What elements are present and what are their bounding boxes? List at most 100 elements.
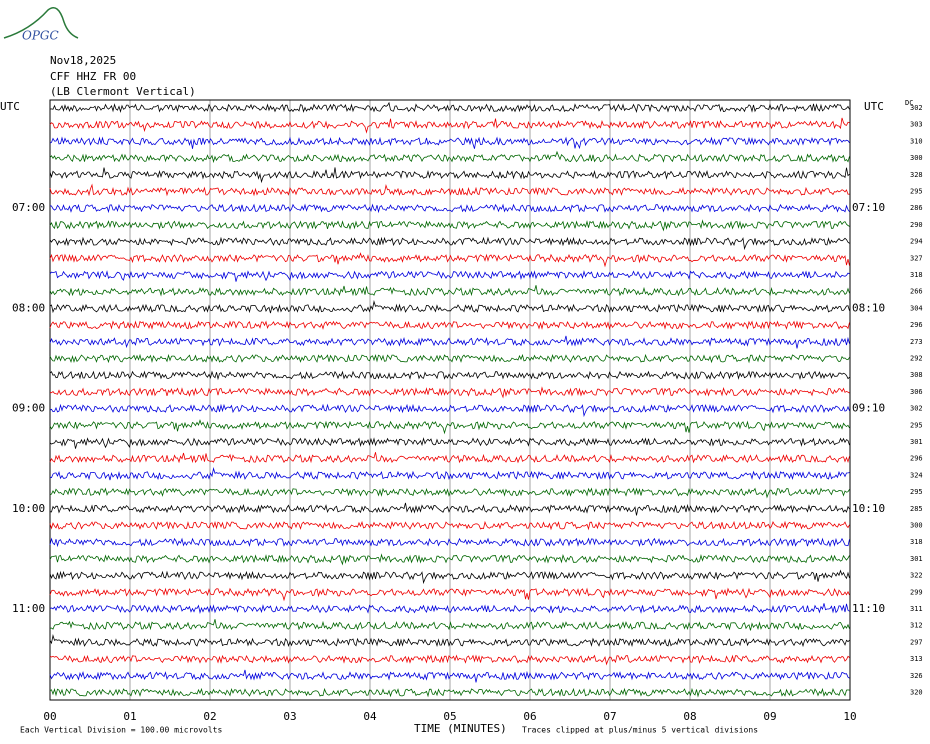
trace: [49, 403, 850, 418]
row-value: 313: [910, 655, 923, 663]
trace: [49, 520, 850, 531]
trace: [49, 252, 850, 268]
x-axis-title: TIME (MINUTES): [414, 722, 507, 735]
row-value: 301: [910, 438, 923, 446]
row-value: 294: [910, 238, 923, 246]
row-value: 312: [910, 622, 923, 630]
row-value: 296: [910, 321, 923, 329]
right-time-label: 08:10: [852, 301, 885, 314]
trace: [49, 634, 850, 648]
right-time-label: 10:10: [852, 502, 885, 515]
left-time-label: 09:00: [12, 402, 45, 415]
left-time-label: 08:00: [12, 301, 45, 314]
right-time-label: 07:10: [852, 201, 885, 214]
row-value: 273: [910, 338, 923, 346]
trace: [49, 167, 850, 184]
trace: [49, 353, 850, 364]
left-time-label: 07:00: [12, 201, 45, 214]
row-value: 326: [910, 672, 923, 680]
row-value: 303: [910, 121, 923, 129]
row-value: 296: [910, 455, 923, 463]
trace: [49, 487, 850, 499]
x-tick-label: 09: [763, 710, 776, 723]
logo-text: OPGC: [22, 29, 59, 43]
x-tick-label: 03: [283, 710, 296, 723]
x-tick-label: 10: [843, 710, 856, 723]
trace: [49, 537, 850, 548]
row-value: 308: [910, 371, 923, 379]
row-value: 320: [910, 689, 923, 697]
footer-clip: Traces clipped at plus/minus 5 vertical …: [522, 726, 758, 735]
header-date: Nov18,2025: [50, 54, 116, 67]
row-value: 311: [910, 605, 923, 613]
trace: [49, 203, 850, 214]
trace: [49, 587, 850, 602]
trace: [49, 320, 850, 330]
x-tick-label: 06: [523, 710, 536, 723]
trace: [49, 502, 850, 516]
row-value: 292: [910, 355, 923, 363]
row-value: 322: [910, 572, 923, 580]
x-tick-label: 01: [123, 710, 136, 723]
trace: [49, 117, 850, 134]
logo: OPGC: [3, 7, 79, 43]
trace: [49, 654, 850, 666]
trace: [49, 101, 850, 113]
trace: [49, 183, 850, 197]
row-value: 318: [910, 271, 923, 279]
trace: [49, 136, 850, 150]
x-tick-label: 08: [683, 710, 696, 723]
trace: [49, 300, 850, 314]
row-value: 304: [910, 304, 923, 312]
row-value: 286: [910, 204, 923, 212]
corner-label: DC: [905, 99, 913, 107]
trace: [50, 386, 850, 399]
row-value: 290: [910, 221, 923, 229]
right-time-label: 09:10: [852, 402, 885, 415]
x-tick-label: 07: [603, 710, 616, 723]
row-value: 266: [910, 288, 923, 296]
x-tick-label: 00: [43, 710, 56, 723]
trace: [49, 452, 850, 464]
trace: [49, 467, 850, 481]
row-value: 302: [910, 405, 923, 413]
footer-scale: Each Vertical Division = 100.00 microvol…: [20, 726, 222, 735]
row-value: 328: [910, 171, 923, 179]
row-value: 295: [910, 421, 923, 429]
left-time-label: 11:00: [12, 602, 45, 615]
trace: [49, 687, 850, 698]
trace: [49, 437, 850, 449]
trace: [49, 219, 850, 232]
trace: [49, 619, 850, 631]
row-value: 306: [910, 388, 923, 396]
trace: [49, 270, 850, 282]
row-value: 324: [910, 471, 923, 479]
trace: [49, 285, 850, 297]
row-value: 297: [910, 638, 923, 646]
trace: [49, 603, 850, 615]
x-tick-label: 02: [203, 710, 216, 723]
right-time-label: 11:10: [852, 602, 885, 615]
row-value: 327: [910, 254, 923, 262]
row-value: 310: [910, 137, 923, 145]
left-time-label: 10:00: [12, 502, 45, 515]
row-value: 295: [910, 188, 923, 196]
row-value: 299: [910, 588, 923, 596]
row-value: 301: [910, 555, 923, 563]
trace: [49, 569, 850, 585]
row-value: 318: [910, 538, 923, 546]
x-tick-label: 04: [363, 710, 377, 723]
trace: [49, 669, 850, 683]
trace: [49, 419, 850, 435]
plot-frame: [49, 99, 851, 701]
row-value: 300: [910, 154, 923, 162]
x-tick-label: 05: [443, 710, 456, 723]
trace: [49, 236, 850, 251]
header-location: (LB Clermont Vertical): [50, 85, 196, 98]
row-value: 302: [910, 104, 923, 112]
header-station: CFF HHZ FR 00: [50, 70, 136, 83]
trace: [49, 335, 850, 349]
trace: [49, 553, 850, 566]
trace: [49, 150, 850, 164]
